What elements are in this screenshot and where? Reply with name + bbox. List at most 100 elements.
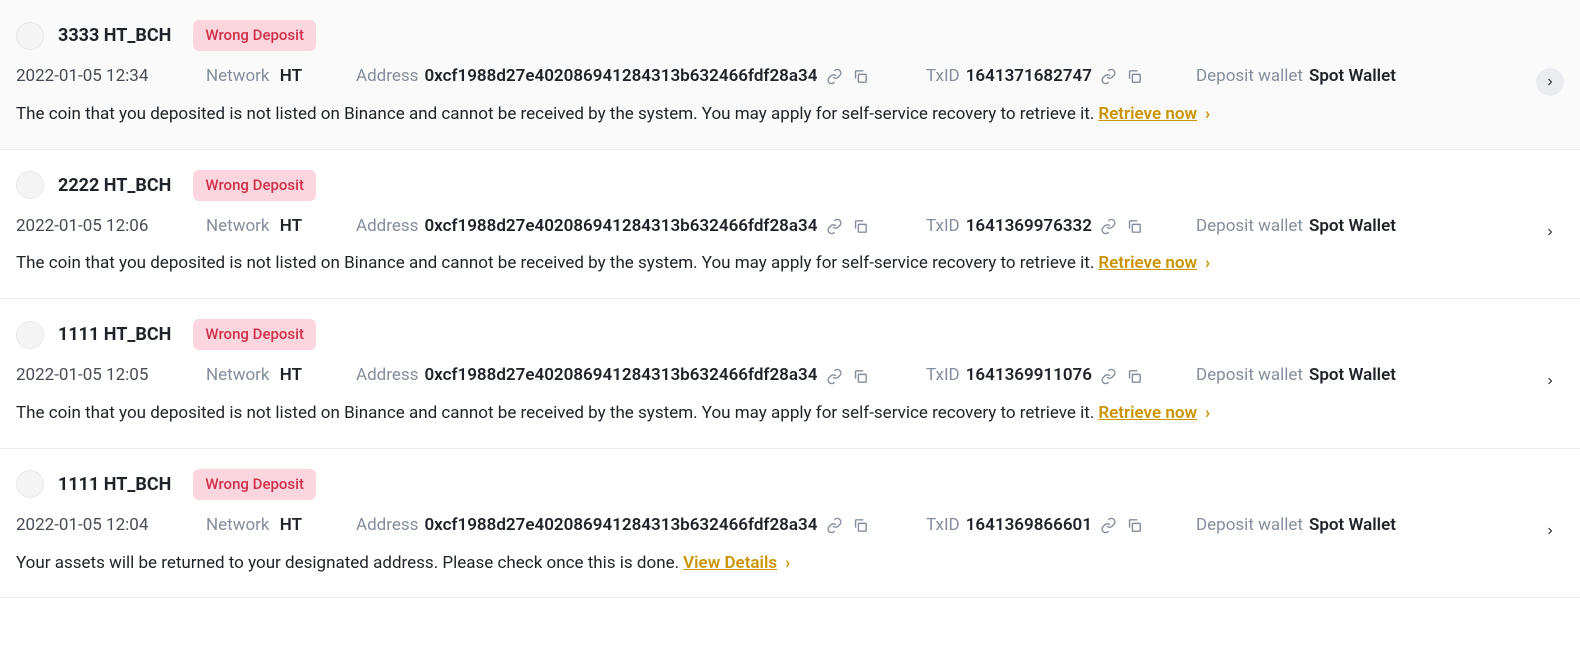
chevron-right-icon: › xyxy=(1205,402,1210,426)
amount-pair: 3333 HT_BCH xyxy=(58,23,171,48)
wallet-value: Spot Wallet xyxy=(1309,514,1396,538)
coin-icon xyxy=(16,22,44,50)
address-label: Address xyxy=(356,364,418,388)
address-value: 0xcf1988d27e402086941284313b632466fdf28a… xyxy=(424,364,817,388)
txid-copy-icon[interactable] xyxy=(1126,367,1144,385)
row-details: 2022-01-05 12:06 Network HT Address 0xcf… xyxy=(16,215,1564,239)
txid-value: 1641369866601 xyxy=(966,514,1092,538)
wallet-value: Spot Wallet xyxy=(1309,65,1396,89)
timestamp: 2022-01-05 12:04 xyxy=(16,514,206,538)
expand-button[interactable] xyxy=(1536,517,1564,545)
message-text: The coin that you deposited is not liste… xyxy=(16,252,1094,276)
amount: 1111 xyxy=(58,324,99,345)
row-details: 2022-01-05 12:04 Network HT Address 0xcf… xyxy=(16,514,1564,538)
address-copy-icon[interactable] xyxy=(851,68,869,86)
address-segment: Address 0xcf1988d27e402086941284313b6324… xyxy=(356,215,926,239)
txid-link-icon[interactable] xyxy=(1100,517,1118,535)
txid-copy-icon[interactable] xyxy=(1126,517,1144,535)
address-value: 0xcf1988d27e402086941284313b632466fdf28a… xyxy=(424,65,817,89)
address-link-icon[interactable] xyxy=(825,217,843,235)
network-label: Network xyxy=(206,216,270,236)
action-link[interactable]: Retrieve now xyxy=(1098,103,1197,127)
network-value: HT xyxy=(280,66,302,86)
amount-pair: 1111 HT_BCH xyxy=(58,322,171,347)
txid-label: TxID xyxy=(926,514,960,538)
address-value: 0xcf1988d27e402086941284313b632466fdf28a… xyxy=(424,514,817,538)
chevron-right-icon: › xyxy=(1205,103,1210,127)
address-copy-icon[interactable] xyxy=(851,517,869,535)
transaction-list: 3333 HT_BCH Wrong Deposit 2022-01-05 12:… xyxy=(0,0,1580,598)
network-segment: Network HT xyxy=(206,364,356,388)
amount: 3333 xyxy=(58,25,99,46)
txid-segment: TxID 1641369976332 xyxy=(926,215,1196,239)
txid-value: 1641369976332 xyxy=(966,215,1092,239)
network-value: HT xyxy=(280,515,302,535)
wallet-label: Deposit wallet xyxy=(1196,215,1303,239)
address-segment: Address 0xcf1988d27e402086941284313b6324… xyxy=(356,514,926,538)
txid-segment: TxID 1641369911076 xyxy=(926,364,1196,388)
chevron-right-icon: › xyxy=(785,552,790,576)
wallet-value: Spot Wallet xyxy=(1309,215,1396,239)
amount: 2222 xyxy=(58,175,99,196)
row-header: 2222 HT_BCH Wrong Deposit xyxy=(16,170,1564,201)
address-label: Address xyxy=(356,514,418,538)
pair: HT_BCH xyxy=(104,175,172,196)
coin-icon xyxy=(16,171,44,199)
action-link[interactable]: Retrieve now xyxy=(1098,252,1197,276)
txid-segment: TxID 1641369866601 xyxy=(926,514,1196,538)
chevron-right-icon: › xyxy=(1205,252,1210,276)
transaction-row: 1111 HT_BCH Wrong Deposit 2022-01-05 12:… xyxy=(0,299,1580,449)
row-header: 1111 HT_BCH Wrong Deposit xyxy=(16,469,1564,500)
row-details: 2022-01-05 12:05 Network HT Address 0xcf… xyxy=(16,364,1564,388)
network-label: Network xyxy=(206,365,270,385)
txid-link-icon[interactable] xyxy=(1100,367,1118,385)
row-message: Your assets will be returned to your des… xyxy=(16,552,1564,576)
network-segment: Network HT xyxy=(206,65,356,89)
wallet-segment: Deposit wallet Spot Wallet xyxy=(1196,514,1396,538)
expand-button[interactable] xyxy=(1536,218,1564,246)
status-badge: Wrong Deposit xyxy=(193,20,316,51)
transaction-row: 2222 HT_BCH Wrong Deposit 2022-01-05 12:… xyxy=(0,150,1580,300)
status-badge: Wrong Deposit xyxy=(193,319,316,350)
network-segment: Network HT xyxy=(206,514,356,538)
row-details: 2022-01-05 12:34 Network HT Address 0xcf… xyxy=(16,65,1564,89)
address-copy-icon[interactable] xyxy=(851,367,869,385)
txid-value: 1641371682747 xyxy=(966,65,1092,89)
row-message: The coin that you deposited is not liste… xyxy=(16,402,1564,426)
network-value: HT xyxy=(280,365,302,385)
transaction-row: 1111 HT_BCH Wrong Deposit 2022-01-05 12:… xyxy=(0,449,1580,599)
transaction-row: 3333 HT_BCH Wrong Deposit 2022-01-05 12:… xyxy=(0,0,1580,150)
timestamp: 2022-01-05 12:05 xyxy=(16,364,206,388)
txid-copy-icon[interactable] xyxy=(1126,68,1144,86)
txid-label: TxID xyxy=(926,364,960,388)
txid-link-icon[interactable] xyxy=(1100,217,1118,235)
wallet-label: Deposit wallet xyxy=(1196,364,1303,388)
message-text: Your assets will be returned to your des… xyxy=(16,552,679,576)
action-link[interactable]: Retrieve now xyxy=(1098,402,1197,426)
txid-label: TxID xyxy=(926,65,960,89)
address-copy-icon[interactable] xyxy=(851,217,869,235)
network-label: Network xyxy=(206,515,270,535)
address-segment: Address 0xcf1988d27e402086941284313b6324… xyxy=(356,65,926,89)
expand-button[interactable] xyxy=(1536,367,1564,395)
network-label: Network xyxy=(206,66,270,86)
action-link[interactable]: View Details xyxy=(683,552,777,576)
wallet-label: Deposit wallet xyxy=(1196,65,1303,89)
row-header: 3333 HT_BCH Wrong Deposit xyxy=(16,20,1564,51)
row-message: The coin that you deposited is not liste… xyxy=(16,103,1564,127)
wallet-segment: Deposit wallet Spot Wallet xyxy=(1196,215,1396,239)
address-link-icon[interactable] xyxy=(825,517,843,535)
message-text: The coin that you deposited is not liste… xyxy=(16,103,1094,127)
address-link-icon[interactable] xyxy=(825,367,843,385)
amount-pair: 2222 HT_BCH xyxy=(58,173,171,198)
expand-button[interactable] xyxy=(1536,68,1564,96)
address-label: Address xyxy=(356,215,418,239)
address-label: Address xyxy=(356,65,418,89)
address-link-icon[interactable] xyxy=(825,68,843,86)
message-text: The coin that you deposited is not liste… xyxy=(16,402,1094,426)
txid-link-icon[interactable] xyxy=(1100,68,1118,86)
timestamp: 2022-01-05 12:06 xyxy=(16,215,206,239)
network-segment: Network HT xyxy=(206,215,356,239)
amount-pair: 1111 HT_BCH xyxy=(58,472,171,497)
txid-copy-icon[interactable] xyxy=(1126,217,1144,235)
